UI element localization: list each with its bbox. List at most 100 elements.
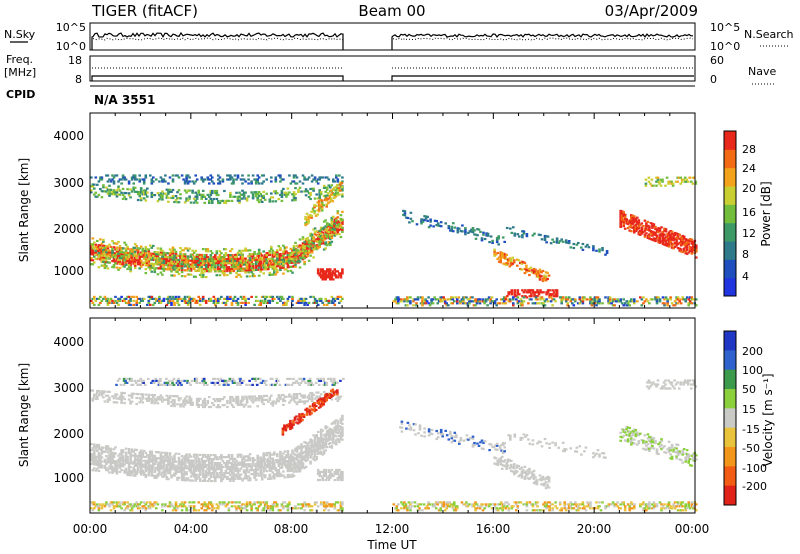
power-cell xyxy=(230,248,234,251)
power-cell xyxy=(253,253,256,256)
velocity-cell xyxy=(112,460,116,463)
velocity-cell xyxy=(218,476,222,479)
velocity-cell xyxy=(262,454,265,457)
velocity-cell xyxy=(197,465,200,468)
power-cell xyxy=(313,210,316,213)
power-colorbar-swatch xyxy=(724,149,736,169)
power-cell xyxy=(177,303,181,306)
power-cell xyxy=(138,191,141,194)
power-cell xyxy=(188,299,191,302)
power-cell xyxy=(310,233,314,236)
power-cell xyxy=(142,297,146,300)
velocity-cell xyxy=(155,467,158,470)
power-cell xyxy=(636,228,639,231)
power-cell xyxy=(322,184,326,187)
power-cell xyxy=(291,303,294,306)
power-cell xyxy=(214,254,217,257)
power-cell xyxy=(103,260,107,264)
power-cell xyxy=(123,241,126,244)
power-cell xyxy=(221,258,225,261)
power-cell xyxy=(136,297,140,300)
velocity-cell xyxy=(127,462,131,465)
power-cell xyxy=(332,278,335,281)
velocity-cell xyxy=(201,463,205,467)
power-cell xyxy=(319,276,323,279)
power-cell xyxy=(443,300,447,303)
velocity-cell xyxy=(247,463,250,466)
power-cell xyxy=(233,195,237,198)
power-cell xyxy=(420,222,423,225)
power-cell xyxy=(152,297,155,300)
velocity-cell xyxy=(229,473,232,477)
velocity-cell xyxy=(273,477,276,480)
power-cell xyxy=(288,259,291,263)
power-cell xyxy=(171,260,175,263)
velocity-cell xyxy=(171,474,175,477)
power-cell xyxy=(300,301,303,304)
power-cell xyxy=(218,201,222,205)
power-cell xyxy=(315,299,318,302)
power-cell xyxy=(329,276,332,279)
power-cell xyxy=(150,254,154,257)
velocity-cell xyxy=(127,464,131,467)
power-cell xyxy=(646,228,650,231)
velocity-cell xyxy=(97,448,101,451)
power-cell xyxy=(489,298,492,301)
power-cell xyxy=(403,210,407,213)
velocity-cell xyxy=(201,475,205,478)
velocity-cell xyxy=(183,471,187,474)
power-cell xyxy=(263,256,267,259)
velocity-cell xyxy=(179,468,182,472)
power-cell xyxy=(235,275,238,278)
velocity-cell xyxy=(270,469,273,472)
nsearch-trace-left xyxy=(92,37,344,41)
velocity-cell xyxy=(173,464,176,467)
power-cell xyxy=(270,247,273,250)
power-cell xyxy=(533,293,536,296)
power-cell xyxy=(177,295,181,298)
power-cell xyxy=(403,214,407,217)
power-cell xyxy=(114,248,117,251)
velocity-cell xyxy=(100,452,104,455)
velocity-cell xyxy=(109,453,113,456)
power-cell xyxy=(426,215,429,218)
velocity-cell xyxy=(142,459,146,462)
power-cell xyxy=(333,218,337,221)
velocity-cell xyxy=(108,457,111,460)
velocity-cell xyxy=(263,458,267,461)
power-cell xyxy=(200,193,203,196)
power-cell xyxy=(123,195,126,199)
power-cell xyxy=(276,301,279,304)
velocity-cell xyxy=(229,465,232,469)
velocity-cell xyxy=(162,475,166,478)
velocity-cell xyxy=(136,461,140,464)
power-cell xyxy=(540,296,544,299)
power-cell xyxy=(91,185,95,188)
power-cell xyxy=(192,275,196,278)
power-cell xyxy=(90,247,93,250)
power-cell xyxy=(307,251,311,254)
power-cell xyxy=(136,259,140,262)
velocity-cell xyxy=(229,469,232,473)
velocity-cell xyxy=(164,453,167,456)
power-cell xyxy=(194,180,197,183)
power-cell xyxy=(477,298,480,301)
velocity-cell xyxy=(150,470,154,473)
power-cell xyxy=(303,178,306,181)
velocity-cell xyxy=(265,452,268,455)
power-cell xyxy=(292,264,296,267)
power-cell xyxy=(170,270,173,273)
power-cell xyxy=(548,296,551,299)
power-cell xyxy=(695,244,698,247)
power-cell xyxy=(675,244,678,247)
velocity-cell xyxy=(109,463,113,466)
velocity-cell xyxy=(170,474,173,477)
power-cell xyxy=(341,189,344,192)
power-cell xyxy=(312,246,315,249)
power-cell xyxy=(206,268,210,271)
velocity-cell xyxy=(212,468,216,471)
power-cell xyxy=(247,178,250,181)
power-cell xyxy=(569,246,573,249)
power-cell xyxy=(488,241,491,244)
power-cell xyxy=(655,228,659,231)
